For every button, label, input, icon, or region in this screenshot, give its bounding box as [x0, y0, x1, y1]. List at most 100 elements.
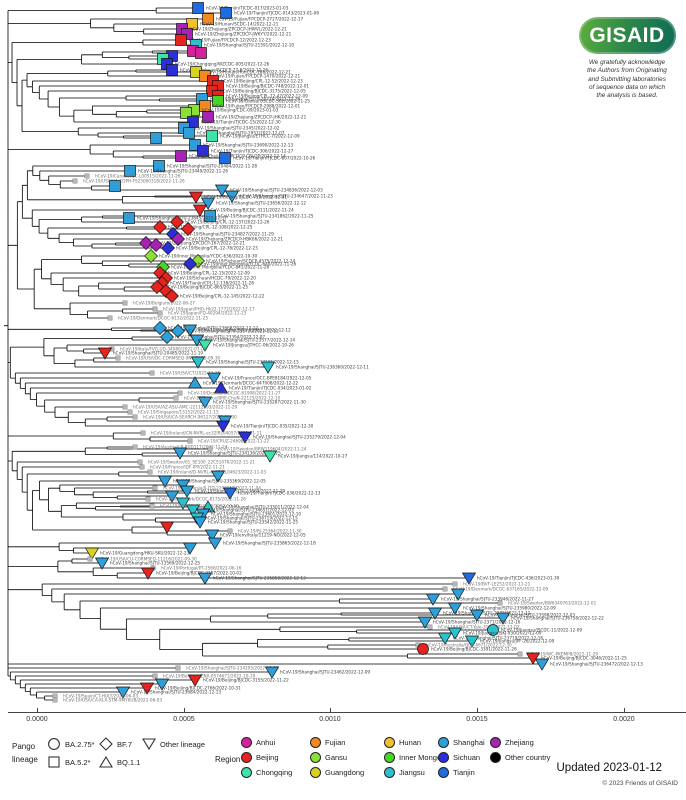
- triangle-down-marker-beijing: [188, 191, 204, 204]
- legend-item-ba52: BA.5.2*: [47, 755, 90, 769]
- tip-label: hCoV-19/Jiangsu/JPF-26/2022-12-09: [480, 639, 555, 644]
- triangle-down-marker-shanghai: [207, 537, 223, 550]
- tip-label: hCoV-19/Shanghai/SJTU-23690/2022-12-13: [203, 143, 293, 148]
- triangle-down-marker-shanghai: [534, 658, 550, 671]
- tip-label: hCoV-19/Beijing/BJCDC-748/2022-12-01: [226, 84, 309, 89]
- region-label: Fujian: [325, 738, 346, 747]
- reference-marker-ref: [127, 409, 133, 415]
- triangle-down-marker-guangdong: [84, 547, 100, 560]
- square-marker-tianjin: [192, 2, 204, 14]
- reference-marker-ref: [157, 310, 163, 316]
- reference-marker-ref: [52, 693, 58, 699]
- triangle-down-marker-beijing: [192, 204, 208, 217]
- region-label: Inner Mongolia: [399, 753, 449, 762]
- tip-label: hCoV-19/Beijing/BJCDC-718/2022-12-01: [204, 195, 287, 200]
- region-label: Anhui: [256, 738, 276, 747]
- triangle-down-marker-shanghai: [182, 542, 198, 555]
- ack-line: of sequence data on which: [588, 83, 666, 91]
- tip-label: hCoV-19/Zhejiang/ZPCDCP-HBK06/2022-12-21: [186, 237, 283, 242]
- tip-label: hCoV-19/Shanghai/SJTU-23668/2022-12-12: [168, 326, 258, 331]
- reference-marker-ref: [132, 414, 138, 420]
- triangle-up-marker-shanghai: [187, 376, 203, 389]
- region-color-dot: [438, 752, 449, 763]
- legend-region-beijing: Beijing: [241, 752, 279, 763]
- tip-label: hCoV-19/Beijing/CPL-12-78/2022-12-23: [176, 246, 258, 251]
- gisaid-logo: GISAID We gratefully acknowledge the Aut…: [566, 17, 686, 101]
- tip-label: hCoV-19/Shanghai/SJTU-236758/2022-12-22: [511, 616, 604, 621]
- region-color-dot: [490, 737, 501, 748]
- tip-label: hCoV-19/Shanghai/SJTU-21591/2022-12-10: [204, 43, 294, 48]
- tip-label: hCoV-19/USA/CA-KLX-STM-9MY6UB/2022-06-03: [63, 698, 162, 703]
- tip-label: hCoV-19/Shanghai/SJTU-2951/2022-12-07: [197, 131, 285, 136]
- axis-tick-label: 0.0015: [466, 716, 488, 723]
- tip-label: hCoV-19/Shanghai/SJTU-13569/2022-12-25: [110, 561, 200, 566]
- legend-region-zhejiang: Zhejiang: [490, 737, 534, 748]
- triangle-down-marker-shanghai: [182, 324, 198, 337]
- tip-label: hCoV-19/France/IDF-IPP/2022-11-21: [150, 465, 225, 470]
- pango-lineage-legend-title: Pango lineage: [12, 742, 38, 764]
- reference-marker-ref: [52, 697, 58, 703]
- reference-marker-ref: [145, 496, 151, 502]
- tip-label: hCoV-19/Ireland/CN-NVRL-ec32IRL04057/202…: [151, 431, 262, 436]
- tip-label: hCoV-19/Shanghai/SJTU-23669/2022-11-29: [195, 489, 285, 494]
- tip-label: hCoV-19/Fujian/FPCDCP-12/2022-12-23: [189, 38, 271, 43]
- tip-label: hCoV-19/Shanghai/SJTU-2371/2022-12-16: [433, 620, 521, 625]
- region-label: Other country: [505, 753, 551, 762]
- triangle-down-marker-sichuan: [215, 420, 231, 433]
- triangle-down-marker-shanghai: [115, 686, 131, 699]
- ack-line: We gratefully acknowledge: [588, 59, 666, 66]
- ack-line: and Submitting laboratories: [588, 75, 666, 83]
- tip-label: hCoV-19/Shanghai/SJTU-233946/2022-11-27: [441, 597, 534, 602]
- triangle-down-marker-shanghai: [157, 475, 173, 488]
- tip-label: hCoV-19/Zhejiang/ZPCDCP-167/2022-12-21: [154, 241, 245, 246]
- tip-label: hCoV-19/Gansu/GSCDC-302/2022-11-25: [226, 99, 310, 104]
- tip-label: hCoV-19/Japan/PHO-Hk22-1772/2022-12-17: [163, 307, 255, 312]
- square-marker-sichuan: [197, 145, 209, 157]
- tip-label: hCoV-19/Shanghai/SJTU-23542/2022-11-25: [208, 520, 298, 525]
- tip-label: hCoV-19/Shanghai/SJTU-234136/2022-11-25: [188, 451, 281, 456]
- tip-label: hCoV-19/Beijing/CPL-12-52/2022-12-23: [221, 79, 303, 84]
- reference-marker-ref: [147, 469, 153, 475]
- reference-marker-ref: [442, 586, 448, 592]
- tip-label: hCoV-19/Denmark/DCGC-61908/2022-11-27: [188, 391, 281, 396]
- region-color-dot: [310, 767, 321, 778]
- reference-marker-ref: [452, 581, 458, 587]
- diamond-marker-zhejiang: [149, 238, 163, 252]
- divergence-axis-line: [8, 712, 686, 713]
- triangle-down-marker-shanghai: [200, 197, 216, 210]
- tip-label: hCoV-19/Shanghai/SJTU-23577/2022-12-14: [205, 338, 295, 343]
- region-label: Hunan: [399, 738, 422, 747]
- region-color-dot: [310, 737, 321, 748]
- tip-label: hCoV-19/Shanghai/SJTU-2345/2022-12-02: [192, 126, 280, 131]
- tip-label: hCoV-19/France/OCC-BPE8184/2022-12-05: [222, 376, 312, 381]
- tip-label: hCoV-19/Sichuan/SCDCP-27-8/2022-12-26: [180, 68, 268, 73]
- tip-label: hCoV-19/Shanghai/SJTU-2372/2022-12-11: [443, 611, 531, 616]
- legend-region-innermongolia: Inner Mongolia: [384, 752, 449, 763]
- square-marker-shanghai: [109, 180, 121, 192]
- tip-label: hCoV-19/Tianjin/TJCDC-15/2022-12-30: [201, 120, 281, 125]
- tip-label: hCoV-19/Shanghai/SJTU-2341862/2022-11-25: [218, 214, 314, 219]
- tip-label: hCoV-19/Shanghai/SJTU-23394/2022-12-07: [175, 335, 265, 340]
- square-marker-sichuan: [166, 64, 178, 76]
- tip-label: hCoV-19/Zhejiang/ZPCDCP-JHK/2022-12-21: [216, 115, 307, 120]
- tip-label: hCoV-19/Inner Mongolia/YCDC-640/2022-11-…: [198, 262, 297, 267]
- square-marker-zhejiang: [181, 28, 193, 40]
- tip-label: hCoV-19/Canada/QC-L00515/2022-11-26: [95, 174, 181, 179]
- region-color-dot: [384, 737, 395, 748]
- tip-label: hCoV-19/Beijing/BJCDC-3391/2022-11-26: [431, 647, 517, 652]
- tip-label: hCoV-19/Austria/LB-R0D117/2022-11-24: [143, 445, 228, 450]
- reference-marker-ref: [152, 306, 158, 312]
- tip-label: hCoV-19/Shanghai/SJTU-237195/2022-12-15: [206, 360, 299, 365]
- tip-label: hCoV-19/Sichuan/HCDC-79/2022-12-20: [174, 276, 256, 281]
- triangle-down-marker-beijing: [187, 674, 203, 687]
- diamond-marker-sichuan: [161, 241, 175, 255]
- tip-label: hCoV-19/Beijing/BJCDC-3155/2022-11-22: [203, 678, 289, 683]
- tip-label: hCoV-19/Tianjin/TJCDC-436/2023-01-30: [477, 576, 560, 581]
- region-color-dot: [384, 752, 395, 763]
- triangle-down-marker-jiangsu: [190, 356, 206, 369]
- triangle-down-marker-shanghai: [469, 609, 485, 622]
- reference-marker-ref: [137, 459, 143, 465]
- diamond-marker-beijing: [170, 215, 184, 229]
- tip-label: hCoV-19/USA/CA-SEARCH-96127/2022-11-30: [143, 415, 237, 420]
- tip-label: hCoV-19/Beijing/CPL-12-137/2022-12-26: [185, 220, 270, 225]
